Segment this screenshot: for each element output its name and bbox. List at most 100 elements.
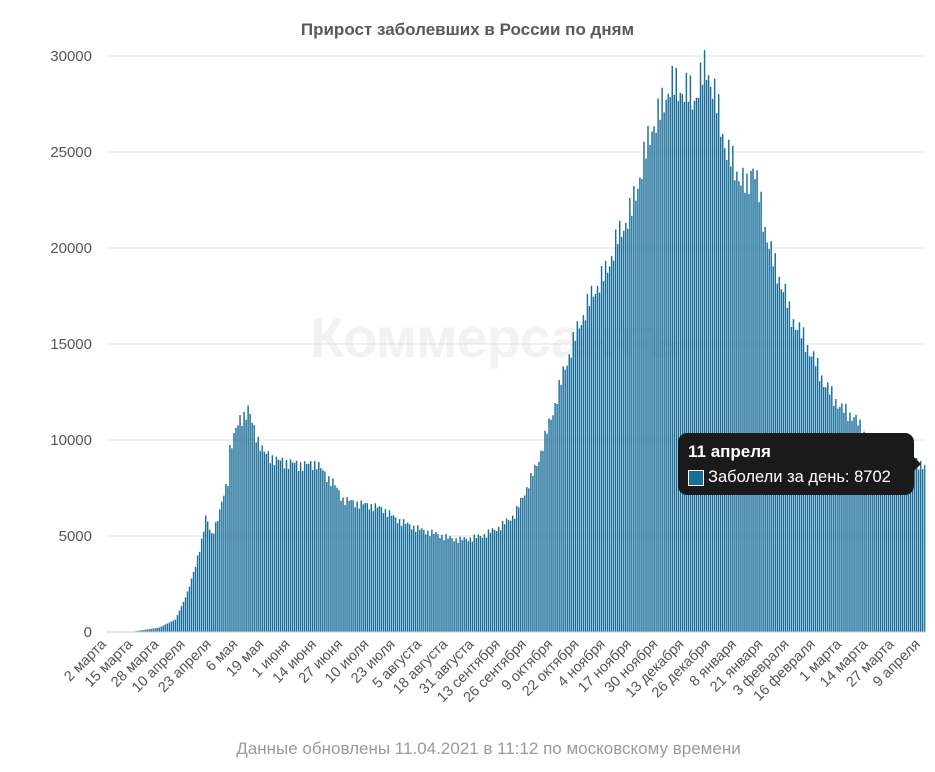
bar[interactable] — [699, 62, 702, 633]
bar[interactable] — [221, 501, 223, 632]
bar[interactable] — [550, 419, 552, 632]
bar[interactable] — [857, 425, 859, 632]
bar[interactable] — [534, 464, 536, 632]
bar[interactable] — [621, 236, 623, 632]
bar[interactable] — [564, 369, 566, 632]
bar[interactable] — [467, 541, 469, 632]
bar[interactable] — [594, 293, 597, 632]
bar[interactable] — [453, 541, 455, 632]
bar[interactable] — [235, 427, 237, 632]
bar[interactable] — [406, 522, 409, 632]
bar[interactable] — [346, 497, 348, 632]
bar[interactable] — [231, 448, 233, 632]
bar[interactable] — [726, 159, 728, 633]
bar[interactable] — [425, 534, 427, 632]
bar[interactable] — [190, 578, 193, 632]
bar[interactable] — [651, 131, 653, 632]
bar[interactable] — [204, 515, 207, 632]
bar[interactable] — [182, 601, 185, 632]
bar[interactable] — [568, 354, 570, 632]
bar[interactable] — [728, 139, 730, 632]
bar[interactable] — [627, 228, 629, 633]
bar[interactable] — [388, 510, 391, 632]
bar[interactable] — [461, 540, 463, 632]
bar[interactable] — [380, 507, 383, 632]
bar[interactable] — [754, 179, 756, 632]
bar[interactable] — [633, 186, 635, 632]
bar[interactable] — [368, 509, 371, 632]
bar[interactable] — [639, 177, 641, 633]
bar[interactable] — [293, 462, 296, 632]
bar[interactable] — [297, 471, 300, 632]
bar[interactable] — [659, 119, 661, 633]
bar[interactable] — [899, 463, 902, 632]
bar[interactable] — [685, 72, 688, 632]
bar[interactable] — [580, 325, 583, 632]
bar[interactable] — [562, 366, 564, 632]
bar[interactable] — [919, 461, 922, 632]
bar[interactable] — [507, 520, 510, 632]
bar[interactable] — [835, 398, 837, 632]
bar[interactable] — [261, 445, 263, 632]
bar[interactable] — [879, 454, 881, 632]
bar[interactable] — [921, 468, 924, 632]
bar[interactable] — [762, 231, 764, 633]
bar[interactable] — [473, 534, 476, 632]
bar[interactable] — [174, 619, 177, 632]
bar[interactable] — [913, 464, 916, 632]
bar[interactable] — [669, 97, 671, 632]
bar[interactable] — [566, 365, 568, 632]
bar[interactable] — [661, 87, 663, 632]
bar[interactable] — [911, 460, 914, 632]
bar[interactable] — [285, 459, 288, 632]
bar[interactable] — [303, 461, 306, 632]
bar[interactable] — [342, 497, 344, 632]
bar[interactable] — [437, 534, 439, 632]
bar[interactable] — [273, 465, 276, 632]
bar[interactable] — [301, 471, 304, 632]
bar[interactable] — [475, 538, 478, 632]
bar[interactable] — [719, 136, 722, 633]
bar[interactable] — [554, 402, 556, 632]
bar[interactable] — [740, 185, 742, 632]
bar[interactable] — [312, 470, 314, 632]
bar[interactable] — [608, 266, 611, 632]
bar[interactable] — [481, 537, 484, 632]
bar[interactable] — [683, 101, 686, 633]
bar[interactable] — [542, 450, 544, 632]
bar[interactable] — [895, 459, 898, 632]
bar[interactable] — [247, 405, 249, 632]
bar[interactable] — [435, 532, 437, 632]
bar[interactable] — [691, 109, 694, 633]
bar[interactable] — [318, 461, 320, 632]
bar[interactable] — [370, 504, 373, 632]
bar[interactable] — [241, 425, 243, 632]
bar[interactable] — [443, 540, 445, 632]
bar[interactable] — [289, 459, 292, 632]
bar[interactable] — [915, 458, 918, 632]
bar[interactable] — [732, 145, 734, 632]
bar[interactable] — [172, 620, 175, 632]
bar[interactable] — [140, 630, 142, 632]
bar[interactable] — [362, 504, 364, 632]
bar[interactable] — [825, 387, 827, 632]
bar[interactable] — [408, 524, 411, 632]
bar[interactable] — [394, 517, 397, 632]
bar[interactable] — [667, 93, 669, 632]
bar[interactable] — [154, 628, 156, 632]
bar[interactable] — [877, 446, 879, 632]
bar[interactable] — [814, 366, 817, 632]
bar[interactable] — [744, 192, 746, 632]
bar[interactable] — [689, 75, 692, 633]
bar[interactable] — [600, 266, 603, 632]
bar[interactable] — [166, 623, 169, 632]
bar[interactable] — [144, 629, 146, 632]
bar[interactable] — [198, 551, 201, 632]
bar[interactable] — [356, 501, 358, 632]
bar[interactable] — [709, 86, 712, 632]
bar[interactable] — [851, 420, 853, 632]
bar[interactable] — [213, 533, 215, 632]
bar[interactable] — [891, 455, 894, 632]
bar[interactable] — [655, 132, 657, 632]
bar[interactable] — [194, 566, 197, 632]
